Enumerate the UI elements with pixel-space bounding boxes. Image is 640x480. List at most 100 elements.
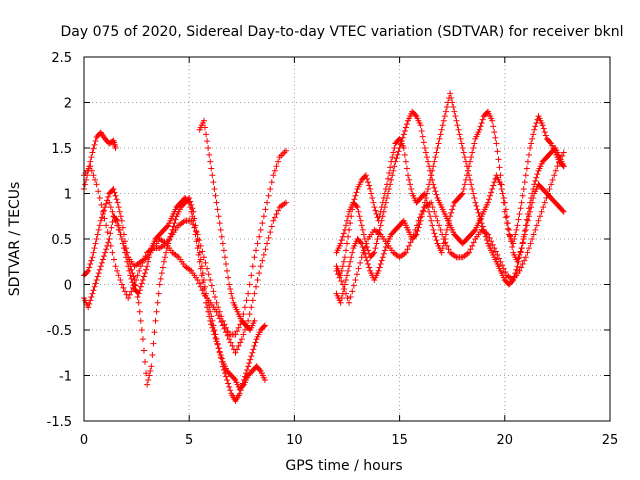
data-point (368, 190, 375, 197)
data-point (223, 261, 230, 268)
data-point (241, 373, 248, 380)
data-point (127, 272, 134, 279)
data-point (106, 199, 113, 206)
data-point (240, 331, 247, 338)
data-point (540, 125, 547, 132)
data-point (459, 190, 466, 197)
data-point (495, 156, 502, 163)
data-point (99, 208, 106, 215)
data-point (462, 158, 469, 165)
data-point (420, 191, 427, 198)
data-point (100, 253, 107, 260)
data-point (164, 223, 171, 230)
data-point (501, 199, 508, 206)
y-tick-label: -1.5 (47, 415, 72, 430)
data-point (401, 127, 408, 134)
data-point (557, 156, 564, 163)
data-point (209, 324, 216, 331)
data-point (248, 304, 255, 311)
data-point (246, 359, 253, 366)
data-point (507, 232, 514, 239)
data-point (129, 284, 136, 291)
data-point (259, 220, 266, 227)
data-point (416, 221, 423, 228)
data-point (276, 154, 283, 161)
data-point (106, 236, 113, 242)
data-point (464, 167, 471, 174)
data-point (114, 267, 121, 274)
data-point (85, 304, 92, 311)
data-point (518, 199, 525, 206)
data-point (273, 163, 280, 170)
data-point (469, 149, 476, 156)
data-point (357, 239, 364, 246)
data-point (523, 216, 530, 223)
data-point (559, 207, 566, 214)
data-point (344, 217, 350, 224)
data-point (477, 216, 484, 223)
data-point (523, 165, 530, 172)
data-point (235, 342, 242, 349)
data-point (246, 311, 253, 318)
data-point (432, 213, 439, 220)
data-point (168, 230, 175, 237)
data-point (194, 245, 201, 252)
data-point (217, 354, 224, 361)
data-point (241, 304, 248, 311)
data-point (200, 254, 207, 261)
data-point (530, 131, 537, 138)
data-point (456, 131, 463, 138)
data-point (468, 154, 475, 161)
data-point (125, 295, 132, 302)
data-point (249, 297, 256, 304)
data-point (85, 267, 92, 274)
data-point (537, 213, 544, 220)
data-point (254, 276, 261, 283)
data-point (340, 258, 347, 265)
data-point (131, 281, 138, 288)
data-point (486, 234, 493, 241)
data-point (344, 295, 351, 302)
data-point (441, 113, 448, 120)
data-point (281, 149, 288, 156)
data-point (214, 341, 221, 348)
data-point (257, 226, 264, 233)
data-point (529, 236, 536, 242)
data-point (236, 390, 243, 397)
data-point (136, 267, 143, 274)
data-point (107, 230, 114, 237)
data-point (197, 265, 204, 272)
data-point (137, 283, 144, 290)
data-point (389, 172, 396, 179)
data-point (443, 242, 450, 249)
series-track-6 (196, 117, 258, 333)
data-point (189, 213, 196, 220)
data-point (94, 231, 101, 238)
data-point (379, 213, 386, 220)
data-point (492, 248, 499, 255)
data-point (256, 233, 263, 240)
data-point (491, 129, 498, 136)
data-point (92, 137, 99, 144)
data-point (547, 139, 554, 146)
data-point (427, 176, 434, 183)
data-point (268, 179, 275, 186)
data-point (385, 190, 392, 197)
data-point (370, 199, 377, 206)
data-point (208, 321, 215, 328)
data-point (486, 196, 493, 203)
data-point (206, 151, 213, 158)
y-axis-label: SDTVAR / TECUs (7, 182, 23, 297)
data-point (112, 263, 119, 270)
data-point (264, 240, 271, 247)
data-point (433, 237, 440, 244)
series-track-7 (333, 108, 567, 279)
y-tick-label: -0.5 (47, 324, 72, 339)
data-point (210, 179, 217, 186)
data-point (82, 181, 89, 188)
data-point (199, 248, 206, 255)
data-point (407, 239, 414, 246)
data-point (516, 210, 523, 217)
data-point (428, 217, 435, 224)
data-point (143, 266, 150, 273)
